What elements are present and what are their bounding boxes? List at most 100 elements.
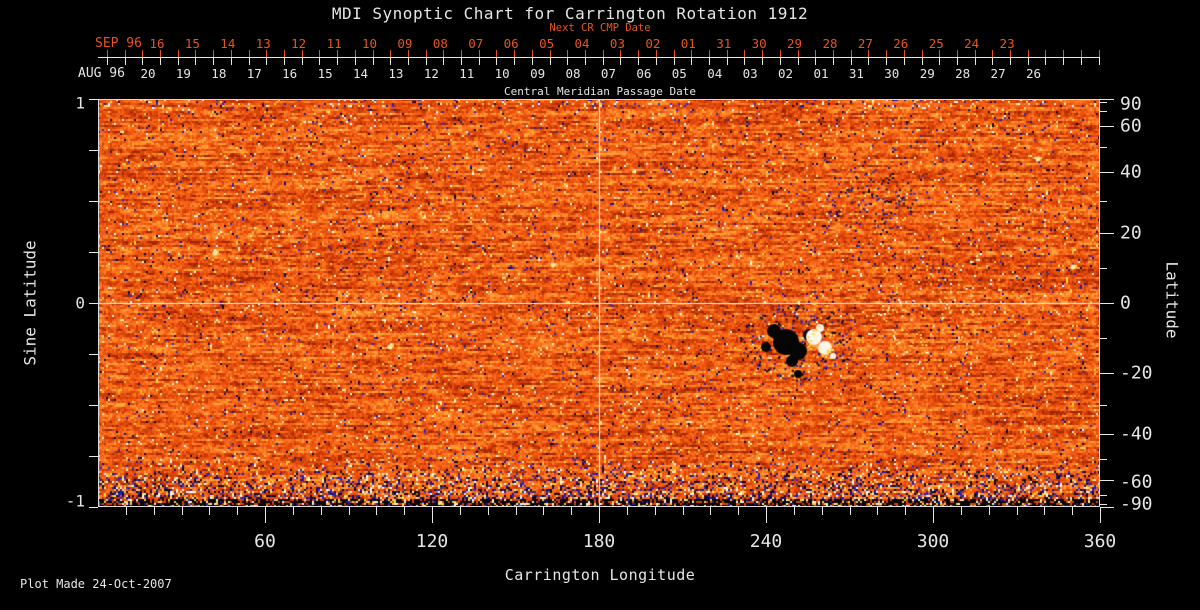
cmp-date-tick — [478, 58, 480, 65]
next-cr-tick — [1080, 50, 1082, 57]
next-cr-tick — [106, 50, 108, 57]
next-cr-date-label: 26 — [893, 36, 909, 51]
longitude-tick — [265, 507, 266, 523]
longitude-tick — [515, 507, 517, 515]
cmp-date-tick — [797, 58, 799, 65]
longitude-tick — [153, 507, 155, 515]
latitude-tick-label: -40 — [1120, 423, 1153, 445]
right-axis-title: Latitude — [1162, 261, 1182, 339]
cmp-date-tick — [1045, 58, 1047, 65]
month-label: AUG 96 — [78, 66, 125, 81]
longitude-tick — [1072, 507, 1074, 515]
cmp-date-tick — [691, 58, 693, 65]
latitude-tick — [1100, 102, 1107, 104]
longitude-tick — [849, 507, 851, 515]
cmp-date-label: 05 — [671, 66, 687, 81]
cmp-date-label: 01 — [813, 66, 829, 81]
next-cr-tick — [337, 50, 339, 57]
next-cr-tick — [726, 50, 728, 57]
next-cr-date-label: 29 — [787, 36, 803, 51]
latitude-tick — [1100, 171, 1114, 173]
cmp-date-axis-title: Central Meridian Passage Date — [503, 85, 697, 98]
bottom-axis-title: Carrington Longitude — [504, 566, 696, 584]
longitude-tick — [459, 507, 461, 515]
cmp-date-tick — [655, 58, 657, 65]
cmp-date-tick — [461, 58, 463, 65]
latitude-tick — [1100, 146, 1107, 148]
sine-latitude-tick — [89, 405, 98, 406]
sine-latitude-tick — [89, 456, 98, 457]
next-cr-tick — [372, 50, 374, 57]
next-cr-tick — [443, 50, 445, 57]
next-cr-tick — [1098, 50, 1100, 57]
cmp-date-label: 17 — [246, 66, 262, 81]
longitude-tick — [1016, 507, 1018, 515]
sine-latitude-tick — [89, 354, 98, 355]
latitude-tick — [1100, 233, 1114, 235]
cmp-date-label: 30 — [884, 66, 900, 81]
next-cr-date-label: 10 — [361, 36, 378, 51]
next-cr-tick — [478, 50, 480, 57]
next-cr-tick — [620, 50, 622, 57]
next-cr-tick — [939, 50, 941, 57]
longitude-tick — [320, 507, 322, 515]
cmp-date-label: 15 — [317, 66, 333, 81]
latitude-tick-label: 0 — [1120, 292, 1131, 314]
longitude-tick — [1044, 507, 1046, 515]
longitude-tick — [348, 507, 350, 515]
longitude-tick — [487, 507, 489, 515]
next-cr-date-label: 06 — [503, 36, 519, 51]
next-cr-tick — [1010, 50, 1012, 57]
longitude-tick — [960, 507, 962, 515]
latitude-tick — [1100, 99, 1114, 100]
cmp-date-label: 08 — [565, 66, 581, 81]
latitude-tick-label: 90 — [1120, 93, 1142, 115]
longitude-tick-label: 360 — [1083, 531, 1117, 552]
next-cr-date-label: 15 — [184, 36, 200, 51]
next-cr-tick — [496, 50, 498, 57]
cmp-date-tick — [407, 58, 409, 65]
latitude-tick — [1100, 507, 1114, 508]
cmp-date-tick — [514, 58, 516, 65]
latitude-tick — [1100, 503, 1107, 505]
longitude-tick — [793, 507, 795, 515]
longitude-tick — [933, 507, 934, 523]
longitude-tick-label: 180 — [582, 531, 616, 552]
cmp-date-tick — [815, 58, 817, 65]
cmp-date-tick — [850, 58, 852, 65]
latitude-tick — [1100, 434, 1114, 436]
next-cr-tick — [124, 50, 126, 57]
next-cr-tick — [797, 50, 799, 57]
sine-latitude-tick — [89, 150, 98, 151]
cmp-date-label: 27 — [990, 66, 1006, 81]
longitude-tick — [710, 507, 712, 515]
cmp-date-tick — [974, 58, 976, 65]
sine-latitude-tick — [89, 252, 98, 253]
cmp-date-tick — [159, 58, 161, 65]
cmp-date-label: 19 — [175, 66, 191, 81]
longitude-tick — [376, 507, 378, 515]
next-cr-tick — [673, 50, 675, 57]
cmp-date-label: 16 — [282, 66, 298, 81]
next-cr-tick — [195, 50, 197, 57]
next-cr-tick — [903, 50, 905, 57]
cmp-date-tick — [779, 58, 781, 65]
cmp-date-tick — [1080, 58, 1082, 65]
cmp-date-label: 28 — [955, 66, 971, 81]
next-cr-tick — [691, 50, 693, 57]
next-cr-date-label: 02 — [645, 36, 661, 51]
next-cr-tick — [992, 50, 994, 57]
longitude-tick — [905, 507, 907, 515]
latitude-tick — [1100, 494, 1107, 496]
next-cr-date-label: 14 — [220, 36, 236, 51]
longitude-tick — [292, 507, 294, 515]
cmp-date-tick — [726, 58, 728, 65]
cmp-date-tick — [1063, 58, 1065, 65]
next-cr-date-label: 16 — [149, 36, 165, 51]
cmp-date-tick — [425, 58, 427, 65]
cmp-date-tick — [992, 58, 994, 65]
cmp-date-tick — [496, 58, 498, 65]
next-cr-date-label: 30 — [751, 36, 767, 51]
longitude-tick — [1100, 507, 1101, 523]
next-month-label: SEP 96 — [95, 36, 142, 51]
